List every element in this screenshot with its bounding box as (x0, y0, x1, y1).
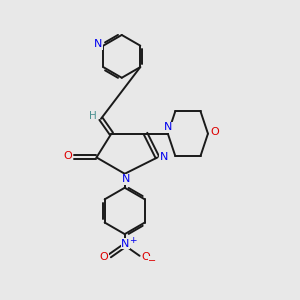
Text: O: O (63, 151, 72, 161)
Text: N: N (164, 122, 172, 132)
Text: O: O (210, 127, 219, 137)
Text: H: H (89, 111, 97, 122)
Text: N: N (94, 39, 102, 49)
Text: N: N (160, 152, 168, 162)
Text: −: − (148, 256, 156, 266)
Text: O: O (100, 252, 108, 262)
Text: +: + (129, 236, 137, 244)
Text: O: O (141, 252, 150, 262)
Text: N: N (121, 239, 130, 249)
Text: N: N (122, 174, 130, 184)
